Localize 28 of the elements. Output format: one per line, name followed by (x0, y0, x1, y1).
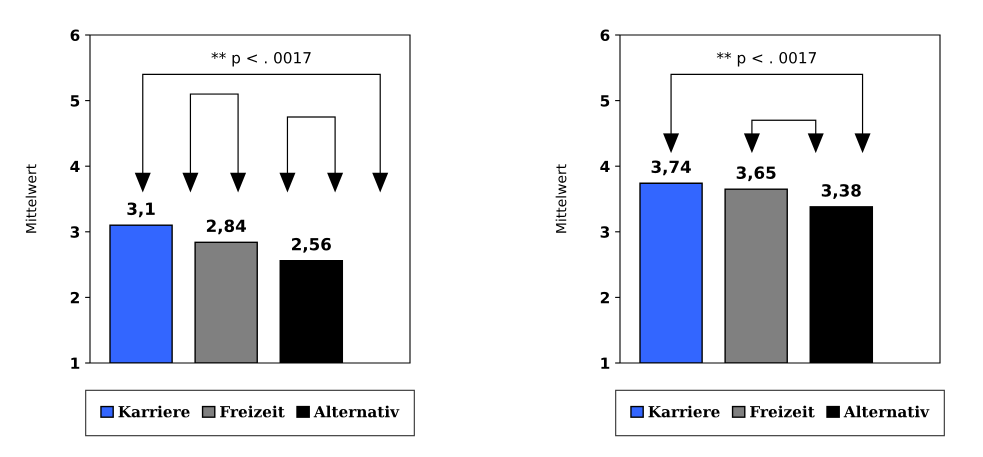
y-tick-label: 4 (600, 160, 610, 172)
y-tick-label: 1 (71, 358, 80, 369)
y-axis-title: Mittelwert (26, 164, 36, 233)
y-tick-label: 5 (70, 95, 80, 107)
y-tick-label: 6 (70, 29, 80, 42)
legend-label: Freizeit (220, 406, 285, 418)
y-tick-label: 2 (70, 292, 79, 304)
legend-label: Alternativ (314, 406, 400, 418)
data-label: 3,74 (652, 160, 691, 176)
data-label: 3,1 (127, 202, 155, 218)
legend-label: Karriere (118, 406, 190, 418)
legend-label: Alternativ (844, 406, 930, 418)
annotation: ** p < . 0017 (211, 52, 311, 66)
annotation: ** p < . 0017 (716, 52, 816, 66)
data-label: 3,38 (822, 184, 861, 199)
data-label: 2,84 (206, 220, 246, 234)
legend-label: Karriere (648, 406, 720, 418)
legend-label: Freizeit (750, 406, 815, 418)
data-label: 2,56 (292, 238, 331, 253)
y-tick-label: 1 (601, 358, 610, 369)
y-axis-title: Mittelwert (556, 164, 566, 233)
y-tick-label: 2 (600, 292, 609, 304)
y-tick-label: 3 (70, 226, 80, 238)
y-tick-label: 6 (600, 29, 610, 42)
y-tick-label: 4 (70, 160, 80, 172)
y-tick-label: 5 (600, 95, 610, 107)
y-tick-label: 3 (600, 226, 610, 238)
data-label: 3,65 (736, 166, 776, 182)
